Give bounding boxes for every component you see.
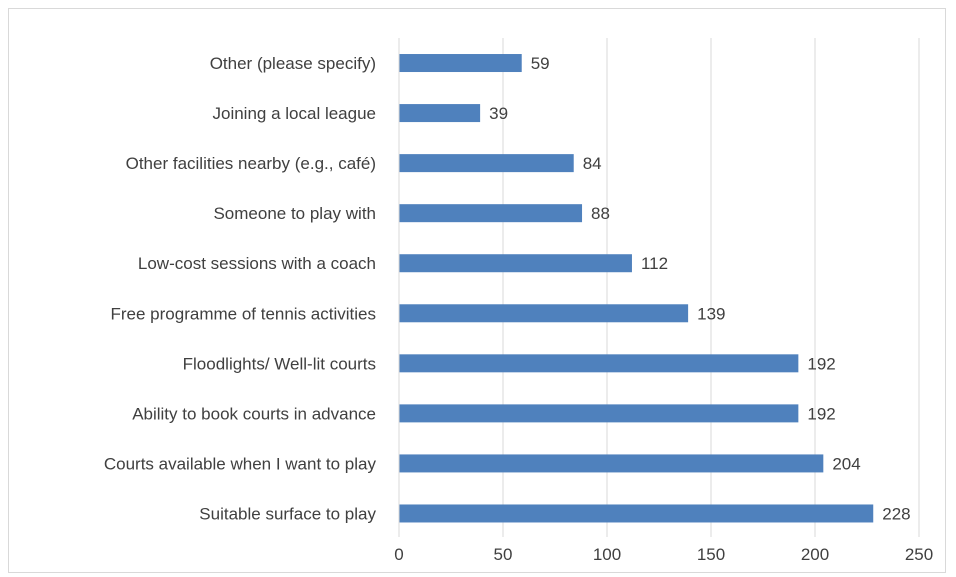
data-label: 59 xyxy=(531,54,550,73)
data-label: 204 xyxy=(832,454,860,473)
data-label: 112 xyxy=(641,254,668,273)
data-label: 88 xyxy=(591,204,610,223)
category-label: Other facilities nearby (e.g., café) xyxy=(126,154,376,173)
data-label: 192 xyxy=(807,404,835,423)
data-label: 39 xyxy=(489,104,508,123)
category-label: Ability to book courts in advance xyxy=(132,404,376,423)
x-tick-label: 100 xyxy=(593,545,621,564)
category-label: Floodlights/ Well-lit courts xyxy=(183,354,376,373)
x-tick-label: 200 xyxy=(801,545,829,564)
bar xyxy=(399,454,824,473)
x-tick-label: 250 xyxy=(905,545,933,564)
bar xyxy=(399,504,874,523)
bar xyxy=(399,204,583,223)
data-label: 192 xyxy=(807,354,835,373)
category-label: Suitable surface to play xyxy=(199,504,376,523)
gridlines xyxy=(398,38,920,537)
data-label: 84 xyxy=(583,154,602,173)
bar xyxy=(399,404,799,423)
bar xyxy=(399,254,632,273)
bar xyxy=(399,304,689,323)
data-label: 228 xyxy=(882,504,910,523)
category-label: Joining a local league xyxy=(212,104,376,123)
x-tick-label: 0 xyxy=(394,545,403,564)
category-label: Courts available when I want to play xyxy=(104,454,377,473)
category-label: Low-cost sessions with a coach xyxy=(138,254,376,273)
x-tick-label: 50 xyxy=(494,545,513,564)
bar xyxy=(399,354,799,373)
category-label: Someone to play with xyxy=(213,204,376,223)
bars xyxy=(399,54,874,523)
category-label: Free programme of tennis activities xyxy=(111,304,377,323)
bar xyxy=(399,54,522,73)
labels: 0 50 100 150 200 250 Other (please specify) 59 J… xyxy=(104,54,933,564)
x-tick-label: 150 xyxy=(697,545,725,564)
bar xyxy=(399,104,481,123)
category-label: Other (please specify) xyxy=(210,54,376,73)
data-label: 139 xyxy=(697,304,725,323)
chart-frame xyxy=(8,8,946,573)
bar xyxy=(399,154,574,173)
